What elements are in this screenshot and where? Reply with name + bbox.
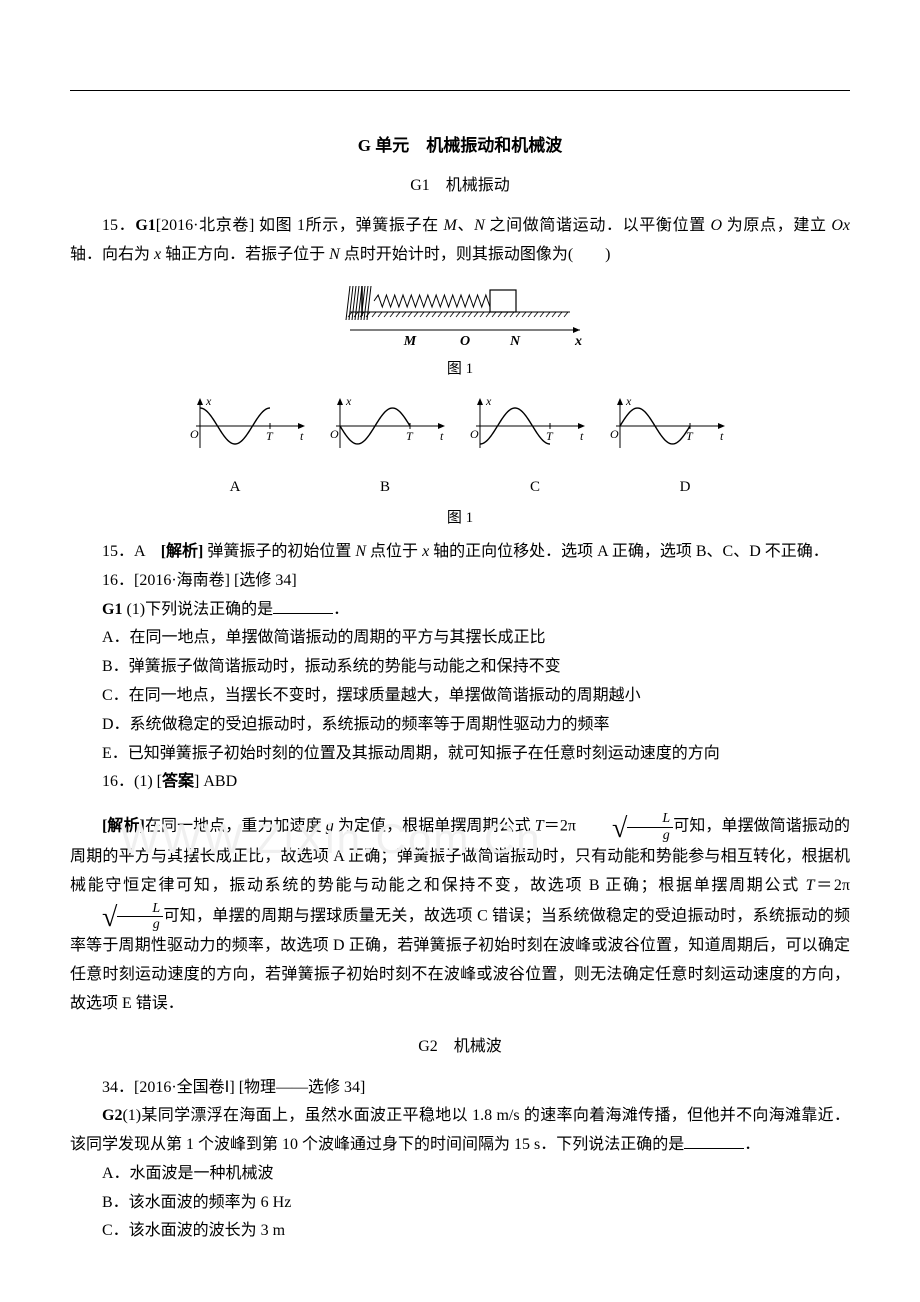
q15-ans-N: N [355, 543, 366, 560]
svg-text:O: O [460, 334, 470, 348]
g1-heading: G1 机械振动 [70, 172, 850, 201]
svg-text:t: t [580, 429, 584, 443]
q16-blank [273, 597, 333, 614]
q16-tag: G1 [102, 601, 122, 618]
spring-svg: M O Nx [330, 278, 590, 348]
expl-T2: T [806, 877, 815, 894]
q34-opt-a: A．水面波是一种机械波 [70, 1160, 850, 1189]
frac-g-2: g [118, 917, 163, 932]
frac-L-1: L [627, 811, 673, 827]
frac-g-1: g [628, 828, 673, 843]
frac-L-2: L [117, 901, 163, 917]
expl-1d: 可知，单摆的周期与摆球质量无关，故选项 C 错误；当系统做稳定的受迫振动时，系统… [70, 907, 850, 1012]
q16-answer: 16．(1) [答案] ABD [70, 768, 850, 797]
sqrt-Lg-1: √Lg [580, 811, 673, 843]
q15-b1: 、 [457, 217, 474, 234]
q16-opt-c: C．在同一地点，当摆长不变时，摆球质量越大，单摆做简谐振动的周期越小 [70, 682, 850, 711]
waves-svg: x O Tt x O Tt x O Tt x O Tt [180, 391, 740, 466]
q34-blank [684, 1132, 744, 1149]
options-row: A B C D [70, 474, 850, 501]
expl-g: g [326, 818, 334, 835]
svg-text:T: T [686, 429, 694, 443]
svg-text:O: O [330, 427, 339, 441]
svg-text:x: x [625, 394, 632, 408]
q16-opt-d: D．系统做稳定的受迫振动时，系统振动的频率等于周期性驱动力的频率 [70, 711, 850, 740]
svg-text:O: O [190, 427, 199, 441]
q15-ans-b2: 点位于 [366, 543, 422, 560]
fig1-caption-b: 图 1­ [70, 505, 850, 532]
explanation-p1: [解析]在同一地点，重力加速度 g 为定值，根据单摆周期公式 T＝2π √Lg可… [70, 811, 850, 1019]
q15-b5: 轴正方向．若振子位于 [161, 246, 329, 263]
wave-options-figure: x O Tt x O Tt x O Tt x O Tt [70, 391, 850, 466]
opt-b-label: B [325, 474, 445, 501]
q16-sub-text: (1)下列说法正确的是 [122, 601, 273, 618]
expl-eq: ＝2π [544, 818, 576, 835]
q16-opt-e: E．已知弹簧振子初始时刻的位置及其振动周期，就可知振子在任意时刻运动速度的方向 [70, 740, 850, 769]
g2-heading: G2 机械波 [70, 1033, 850, 1062]
unit-title: G 单元 机械振动和机械波 [70, 131, 850, 162]
svg-text:t: t [300, 429, 304, 443]
expl-tag: [解析] [102, 818, 145, 835]
q34-opt-b: B．该水面波的频率为 6 Hz [70, 1189, 850, 1218]
q34-body: G2(1)某同学漂浮在海面上，虽然水面波正平稳地以 1.8 m/s 的速率向着海… [70, 1102, 850, 1160]
svg-text:M: M [403, 334, 417, 348]
fig1-caption-a: 图 1­ [70, 356, 850, 383]
q15-N2: N [329, 246, 340, 263]
svg-text:T: T [266, 429, 274, 443]
top-rule [70, 90, 850, 91]
q15-O: O [711, 217, 723, 234]
q15-ans-tag: [解析] [161, 543, 204, 560]
svg-text:N: N [509, 334, 521, 348]
svg-text:O: O [470, 427, 479, 441]
q34-opt-c: C．该水面波的波长为 3 m [70, 1217, 850, 1246]
q34-tag: G2 [102, 1107, 122, 1124]
q15-ans-lead: 15．A [102, 543, 161, 560]
expl-T: T [535, 818, 544, 835]
q15-lead: 15． [102, 217, 135, 234]
q15-b2: 之间做简谐运动．以平衡位置 [485, 217, 711, 234]
svg-text:T: T [546, 429, 554, 443]
svg-text:T: T [406, 429, 414, 443]
q16-ans-tag: 答案 [162, 773, 194, 790]
spring-figure: M O Nx [70, 278, 850, 348]
expl-eq2: ＝2π [815, 877, 850, 894]
q16-sub: G1 (1)下列说法正确的是． [70, 596, 850, 625]
q15-b4: 轴．向右为 [70, 246, 154, 263]
q16-opt-a: A．在同一地点，单摆做简谐振动的周期的平方与其摆长成正比 [70, 624, 850, 653]
opt-c-label: C [475, 474, 595, 501]
svg-text:t: t [440, 429, 444, 443]
q15-b6: 点时开始计时，则其振动图像为( ) [340, 246, 611, 263]
q15-text: 15．G1[2016·北京卷] 如图 1­所示，弹簧振子在 M、N 之间做简谐运… [70, 212, 850, 270]
q15-ans-b1: 弹簧振子的初始位置 [203, 543, 355, 560]
opt-a-label: A [175, 474, 295, 501]
q16-ans-lead: 16．(1) [ [102, 773, 162, 790]
q15-ans-b3: 轴的正向位移处．选项 A 正确，选项 B、C、D 不正确． [429, 543, 829, 560]
q15-b3: 为原点，建立 [722, 217, 831, 234]
svg-text:x: x [205, 394, 212, 408]
svg-text:O: O [610, 427, 619, 441]
q16-ans-val: ] ABD [194, 773, 237, 790]
q15-answer: 15．A [解析] 弹簧振子的初始位置 N 点位于 x 轴的正向位移处．选项 A… [70, 538, 850, 567]
svg-text:x: x [345, 394, 352, 408]
expl-1a: 在同一地点，重力加速度 [145, 818, 326, 835]
q16-opt-b: B．弹簧振子做简谐振动时，振动系统的势能与动能之和保持不变 [70, 653, 850, 682]
q15-M: M [443, 217, 456, 234]
svg-text:x: x [574, 334, 582, 348]
q15-Ox: Ox [831, 217, 850, 234]
q15-N: N [474, 217, 485, 234]
q34-lead: 34．[2016·全国卷Ⅰ] [物理——选修 3­4] [70, 1074, 850, 1103]
svg-text:x: x [485, 394, 492, 408]
opt-d-label: D [625, 474, 745, 501]
svg-text:t: t [720, 429, 724, 443]
q15-src: [2016·北京卷] 如图 1­所示，弹簧振子在 [156, 217, 444, 234]
q15-tag: G1 [135, 217, 155, 234]
q16-lead: 16．[2016·海南卷] [选修 3­4] [70, 567, 850, 596]
sqrt-Lg-2: √Lg [70, 901, 163, 933]
expl-1b: 为定值，根据单摆周期公式 [334, 818, 535, 835]
